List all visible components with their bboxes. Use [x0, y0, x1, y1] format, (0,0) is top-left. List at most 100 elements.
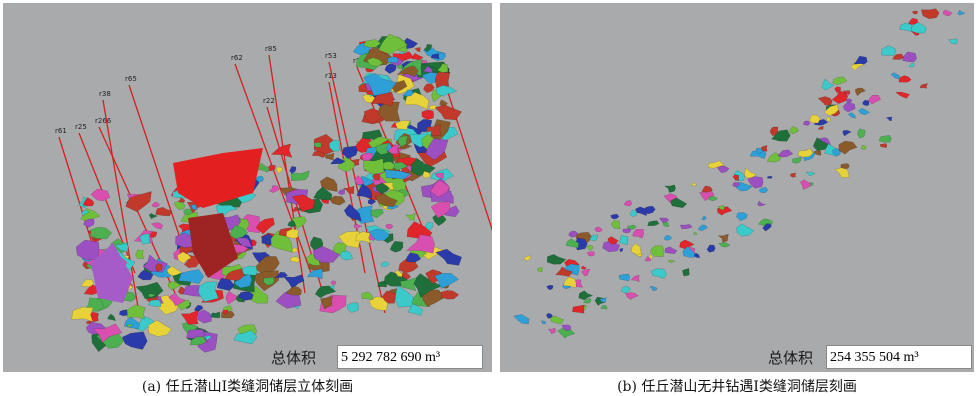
- cave-body: [693, 233, 697, 235]
- cave-body: [665, 247, 677, 254]
- cave-body: [136, 250, 144, 259]
- cave-body: [800, 180, 811, 190]
- cave-body: [719, 243, 730, 247]
- cave-body: [330, 196, 346, 205]
- well-label: r38: [99, 90, 111, 98]
- cave-body: [921, 9, 939, 19]
- cave-body: [733, 175, 739, 181]
- cave-body: [258, 163, 270, 172]
- cave-body: [81, 280, 94, 287]
- cave-body: [848, 113, 855, 119]
- cave-body: [650, 286, 658, 290]
- well-label: r61: [55, 127, 67, 135]
- cave-body: [759, 187, 768, 193]
- cave-body: [702, 216, 707, 220]
- cave-body: [152, 202, 160, 207]
- cave-body: [619, 248, 623, 252]
- cave-body: [91, 227, 112, 239]
- cave-body: [381, 262, 389, 267]
- volume-label: 总体积: [768, 347, 813, 368]
- cave-body: [680, 224, 692, 229]
- cave-body: [767, 176, 772, 178]
- cave-body: [595, 227, 603, 232]
- cave-body: [242, 266, 257, 275]
- cave-body: [269, 185, 279, 192]
- well-label: r22: [263, 97, 275, 105]
- cave-body: [611, 214, 619, 219]
- cave-body: [415, 48, 421, 52]
- cave-body: [736, 224, 754, 237]
- cave-body: [886, 117, 892, 121]
- cave-body: [547, 254, 566, 264]
- cave-body: [835, 168, 849, 178]
- cave-body: [631, 275, 639, 282]
- cave-body: [943, 10, 952, 16]
- cave-body: [858, 108, 869, 114]
- cave-body: [572, 305, 584, 313]
- cave-body: [630, 210, 637, 217]
- cave-body: [958, 10, 966, 15]
- cave-body: [909, 63, 915, 67]
- cave-body: [806, 172, 815, 176]
- panel-b-view: 总体积 254 355 504 m³: [500, 3, 974, 372]
- cave-body: [651, 269, 667, 279]
- cave-body: [412, 53, 424, 60]
- cave-body: [342, 146, 358, 159]
- cave-body: [623, 228, 631, 233]
- cave-body: [514, 315, 529, 325]
- cave-body: [790, 126, 799, 133]
- cave-body: [651, 246, 665, 257]
- cave-body: [882, 46, 896, 56]
- cave-body: [124, 317, 139, 329]
- cave-body: [429, 105, 436, 110]
- cave-body: [371, 209, 384, 218]
- cave-body: [621, 286, 630, 293]
- well-label: r13: [325, 72, 337, 80]
- cave-body: [276, 167, 282, 174]
- cave-body: [778, 150, 793, 157]
- cave-body: [668, 260, 675, 263]
- cave-body: [541, 321, 546, 324]
- cave-body: [581, 269, 590, 276]
- cave-body: [949, 38, 958, 44]
- cave-body: [880, 143, 887, 147]
- cave-body: [612, 220, 620, 229]
- cave-body: [869, 95, 881, 104]
- well-label: r53: [325, 52, 337, 60]
- cave-body: [601, 305, 608, 309]
- well-label: r266: [95, 117, 112, 125]
- cave-body: [707, 245, 715, 253]
- cave-body: [331, 281, 336, 285]
- cave-body: [758, 201, 766, 206]
- cave-body: [347, 303, 359, 313]
- cave-body: [226, 291, 238, 304]
- cave-body: [435, 105, 462, 120]
- cave-body: [72, 307, 94, 322]
- cave-body: [665, 235, 672, 240]
- cave-body: [896, 92, 910, 98]
- cave-body: [822, 79, 835, 91]
- cave-body: [197, 310, 211, 324]
- cave-body: [843, 102, 855, 112]
- cave-body: [76, 240, 99, 260]
- cave-body: [920, 84, 928, 89]
- render-3d: [500, 3, 974, 372]
- cave-body: [818, 126, 824, 130]
- cave-body: [633, 229, 644, 238]
- volume-label: 总体积: [271, 347, 316, 368]
- well-label: r25: [75, 123, 87, 131]
- volume-value: 254 355 504 m³: [826, 345, 972, 369]
- cave-body: [663, 222, 669, 227]
- cave-body: [843, 130, 851, 136]
- cave-body: [436, 249, 462, 265]
- cave-body: [362, 292, 373, 300]
- cave-body: [390, 241, 403, 252]
- cave-body: [665, 185, 676, 193]
- cave-body: [899, 76, 911, 83]
- cave-body: [550, 316, 563, 324]
- cave-body: [537, 268, 542, 272]
- cave-body: [388, 57, 399, 63]
- cave-body: [810, 115, 821, 123]
- cave-body: [682, 268, 689, 276]
- cave-body: [364, 159, 385, 175]
